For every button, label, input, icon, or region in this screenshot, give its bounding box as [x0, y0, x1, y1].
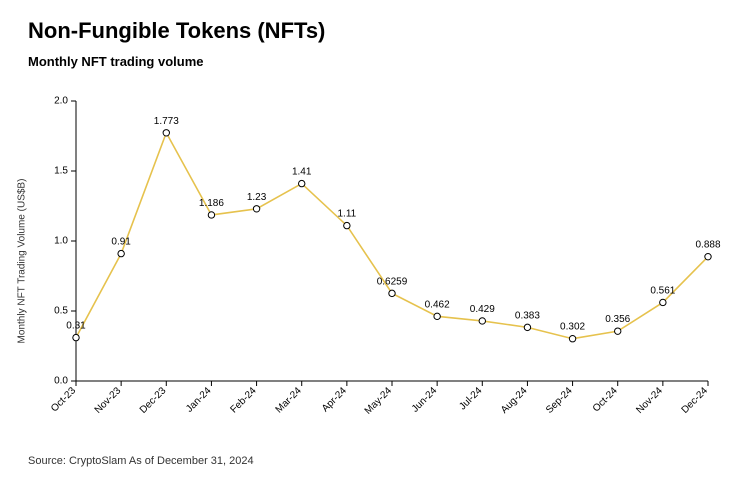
data-point [118, 250, 124, 256]
data-point [253, 206, 259, 212]
y-tick-label: 1.5 [54, 166, 68, 177]
y-tick-label: 1.0 [54, 236, 68, 247]
data-label: 1.186 [199, 198, 224, 209]
x-tick-label: Dec-24 [680, 385, 711, 416]
data-label: 1.41 [292, 167, 312, 178]
data-point [73, 334, 79, 340]
data-label: 0.356 [605, 314, 630, 325]
data-label: 0.888 [695, 240, 720, 251]
series-line [76, 133, 708, 339]
x-tick-label: Jul-24 [457, 385, 484, 412]
data-point [299, 180, 305, 186]
y-axis-label: Monthly NFT Trading Volume (US$B) [17, 179, 28, 344]
x-tick-label: Sep-24 [544, 385, 575, 416]
data-point [163, 130, 169, 136]
x-tick-label: Oct-23 [49, 385, 78, 414]
data-point [569, 336, 575, 342]
chart-source: Source: CryptoSlam As of December 31, 20… [28, 455, 722, 467]
x-tick-label: Aug-24 [499, 385, 530, 416]
y-tick-label: 0.5 [54, 306, 68, 317]
data-label: 0.429 [470, 304, 495, 315]
x-tick-label: Dec-23 [138, 385, 169, 416]
data-point [434, 313, 440, 319]
data-point [705, 253, 711, 259]
data-label: 1.11 [337, 209, 356, 220]
data-point [479, 318, 485, 324]
x-tick-label: Nov-23 [93, 385, 124, 416]
y-tick-label: 2.0 [54, 96, 68, 107]
data-point [524, 324, 530, 330]
data-label: 0.91 [111, 237, 131, 248]
x-tick-label: May-24 [363, 385, 395, 417]
data-label: 0.31 [66, 321, 86, 332]
data-point [389, 290, 395, 296]
chart-subtitle: Monthly NFT trading volume [28, 54, 722, 69]
x-tick-label: Jun-24 [410, 385, 440, 415]
data-label: 1.773 [154, 116, 179, 127]
data-point [344, 222, 350, 228]
data-label: 0.561 [650, 285, 675, 296]
data-point [615, 328, 621, 334]
data-point [660, 299, 666, 305]
data-label: 0.302 [560, 322, 585, 333]
page: Non-Fungible Tokens (NFTs) Monthly NFT t… [0, 0, 750, 503]
data-label: 1.23 [247, 192, 267, 203]
data-label: 0.6259 [377, 276, 408, 287]
x-tick-label: Oct-24 [591, 385, 620, 414]
x-tick-label: Apr-24 [320, 385, 349, 414]
x-tick-label: Nov-24 [634, 385, 665, 416]
x-tick-label: Mar-24 [274, 385, 304, 415]
x-tick-label: Feb-24 [229, 385, 259, 415]
data-label: 0.462 [425, 299, 450, 310]
line-chart: 0.0 0.5 1.0 1.5 2.0 Oct-23 Nov-23 Dec-23 Jan-24 F… [28, 81, 722, 441]
data-point [208, 212, 214, 218]
y-tick-label: 0.0 [54, 376, 68, 387]
chart-container: Monthly NFT Trading Volume (US$B) 0.00.5… [28, 81, 722, 441]
page-title: Non-Fungible Tokens (NFTs) [28, 18, 722, 44]
data-label: 0.383 [515, 310, 540, 321]
x-tick-label: Jan-24 [184, 385, 214, 415]
